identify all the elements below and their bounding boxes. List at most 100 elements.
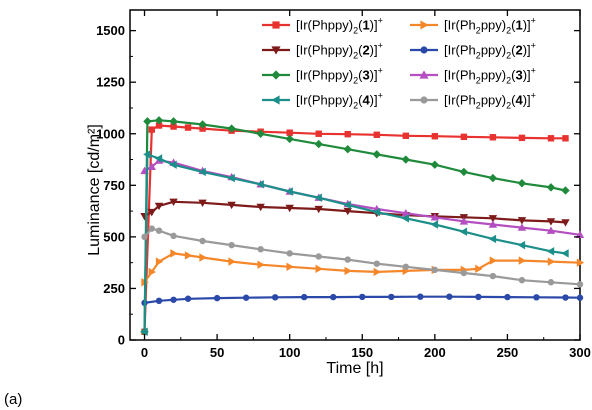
data-point <box>518 134 526 142</box>
data-point <box>228 241 235 249</box>
plot-frame <box>129 9 581 341</box>
legend-label: [Ir(Ph2ppy)2(4)]+ <box>444 91 536 111</box>
data-point <box>314 205 323 214</box>
series-line <box>143 159 581 236</box>
data-point <box>148 126 155 133</box>
legend-label: [Ir(Phppy)2(4)]+ <box>296 91 383 111</box>
data-point <box>475 293 482 301</box>
data-point <box>517 179 527 188</box>
data-point <box>256 129 265 138</box>
data-point <box>372 150 381 159</box>
data-point <box>170 232 177 240</box>
data-point <box>504 293 511 301</box>
data-point <box>140 327 148 336</box>
y-tick-label: 1000 <box>96 126 125 141</box>
y-tick-label: 500 <box>103 229 125 244</box>
data-point <box>388 293 395 301</box>
data-point <box>344 130 351 138</box>
data-point <box>155 257 164 266</box>
x-tick-label: 250 <box>497 345 519 360</box>
data-point <box>459 167 469 177</box>
legend-entry: [Ir(Ph2ppy)2(4)]+ <box>410 91 536 111</box>
legend: [Ir(Phppy)2(1)]+ [Ir(Ph2ppy)2(1)]+ [Ir(Php… <box>262 16 536 111</box>
data-point <box>547 135 555 142</box>
series-6 <box>140 156 585 239</box>
data-point <box>401 208 411 217</box>
x-tick-label: 50 <box>210 345 224 360</box>
x-tick-label: 150 <box>351 345 373 360</box>
data-point <box>170 123 177 130</box>
data-point <box>420 96 428 104</box>
data-point <box>419 70 429 79</box>
x-axis-title: Time [h] <box>326 360 383 377</box>
data-point <box>228 257 236 266</box>
legend-entry: [Ir(Ph2ppy)2(2)]+ <box>410 41 536 61</box>
series-5 <box>140 116 570 336</box>
data-point <box>430 160 440 169</box>
series-4 <box>141 293 584 307</box>
data-point <box>488 173 498 183</box>
legend-entry: [Ir(Ph2ppy)2(1)]+ <box>410 16 536 36</box>
data-point <box>169 160 177 169</box>
data-point <box>460 269 468 277</box>
data-point <box>488 215 498 223</box>
data-point <box>561 219 570 227</box>
series-8 <box>141 225 584 288</box>
data-point <box>576 294 584 301</box>
data-point <box>271 46 281 55</box>
legend-entry: [Ir(Phppy)2(2)]+ <box>262 41 383 61</box>
data-point <box>420 20 429 30</box>
data-point <box>547 279 555 286</box>
axis-ticks: 0 50 100 150 200 250 300 0 250 500 750 1000 1250 1500 <box>96 10 591 360</box>
data-point <box>257 246 264 253</box>
data-point <box>170 296 177 303</box>
data-point <box>546 218 556 226</box>
data-point <box>562 135 569 142</box>
series-line <box>143 227 581 286</box>
legend-entry: [Ir(Ph2ppy)2(3)]+ <box>410 66 536 86</box>
data-point <box>155 227 163 234</box>
data-point <box>184 251 193 260</box>
data-point <box>154 116 164 125</box>
series-line <box>143 252 581 283</box>
data-point <box>271 294 279 301</box>
data-point <box>344 256 351 263</box>
data-point <box>143 150 151 159</box>
data-point <box>417 293 424 300</box>
legend-label: [Ir(Ph2ppy)2(3)]+ <box>444 66 536 86</box>
series-line <box>143 124 566 332</box>
data-point <box>372 207 380 217</box>
data-point <box>431 133 439 140</box>
legend-entry: [Ir(Phppy)2(4)]+ <box>262 91 383 111</box>
data-point <box>213 294 221 302</box>
data-point <box>315 130 322 137</box>
data-point <box>402 132 410 140</box>
data-point <box>198 120 207 129</box>
data-point <box>256 180 264 189</box>
data-point <box>271 70 281 80</box>
data-point <box>147 162 156 170</box>
data-point <box>169 117 178 126</box>
data-point <box>147 208 156 217</box>
data-point <box>489 134 497 141</box>
y-axis-title: Luminance [cd/m²] <box>86 124 103 256</box>
data-point <box>315 253 322 260</box>
data-point <box>517 217 527 225</box>
legend-label: [Ir(Phppy)2(3)]+ <box>296 66 383 86</box>
data-point <box>141 233 148 241</box>
data-point <box>547 257 556 266</box>
data-point <box>517 223 527 231</box>
y-tick-label: 1500 <box>96 23 125 38</box>
legend-label: [Ir(Phppy)2(1)]+ <box>296 16 383 36</box>
data-point <box>169 198 178 207</box>
legend-entry: [Ir(Phppy)2(1)]+ <box>262 16 383 36</box>
legend-label: [Ir(Ph2ppy)2(2)]+ <box>444 41 536 61</box>
data-point <box>344 266 352 276</box>
data-point <box>576 258 585 267</box>
data-point <box>402 263 410 270</box>
data-point <box>488 234 497 244</box>
legend-label: [Ir(Ph2ppy)2(1)]+ <box>444 16 536 36</box>
data-point <box>546 183 556 192</box>
data-point <box>300 293 308 301</box>
